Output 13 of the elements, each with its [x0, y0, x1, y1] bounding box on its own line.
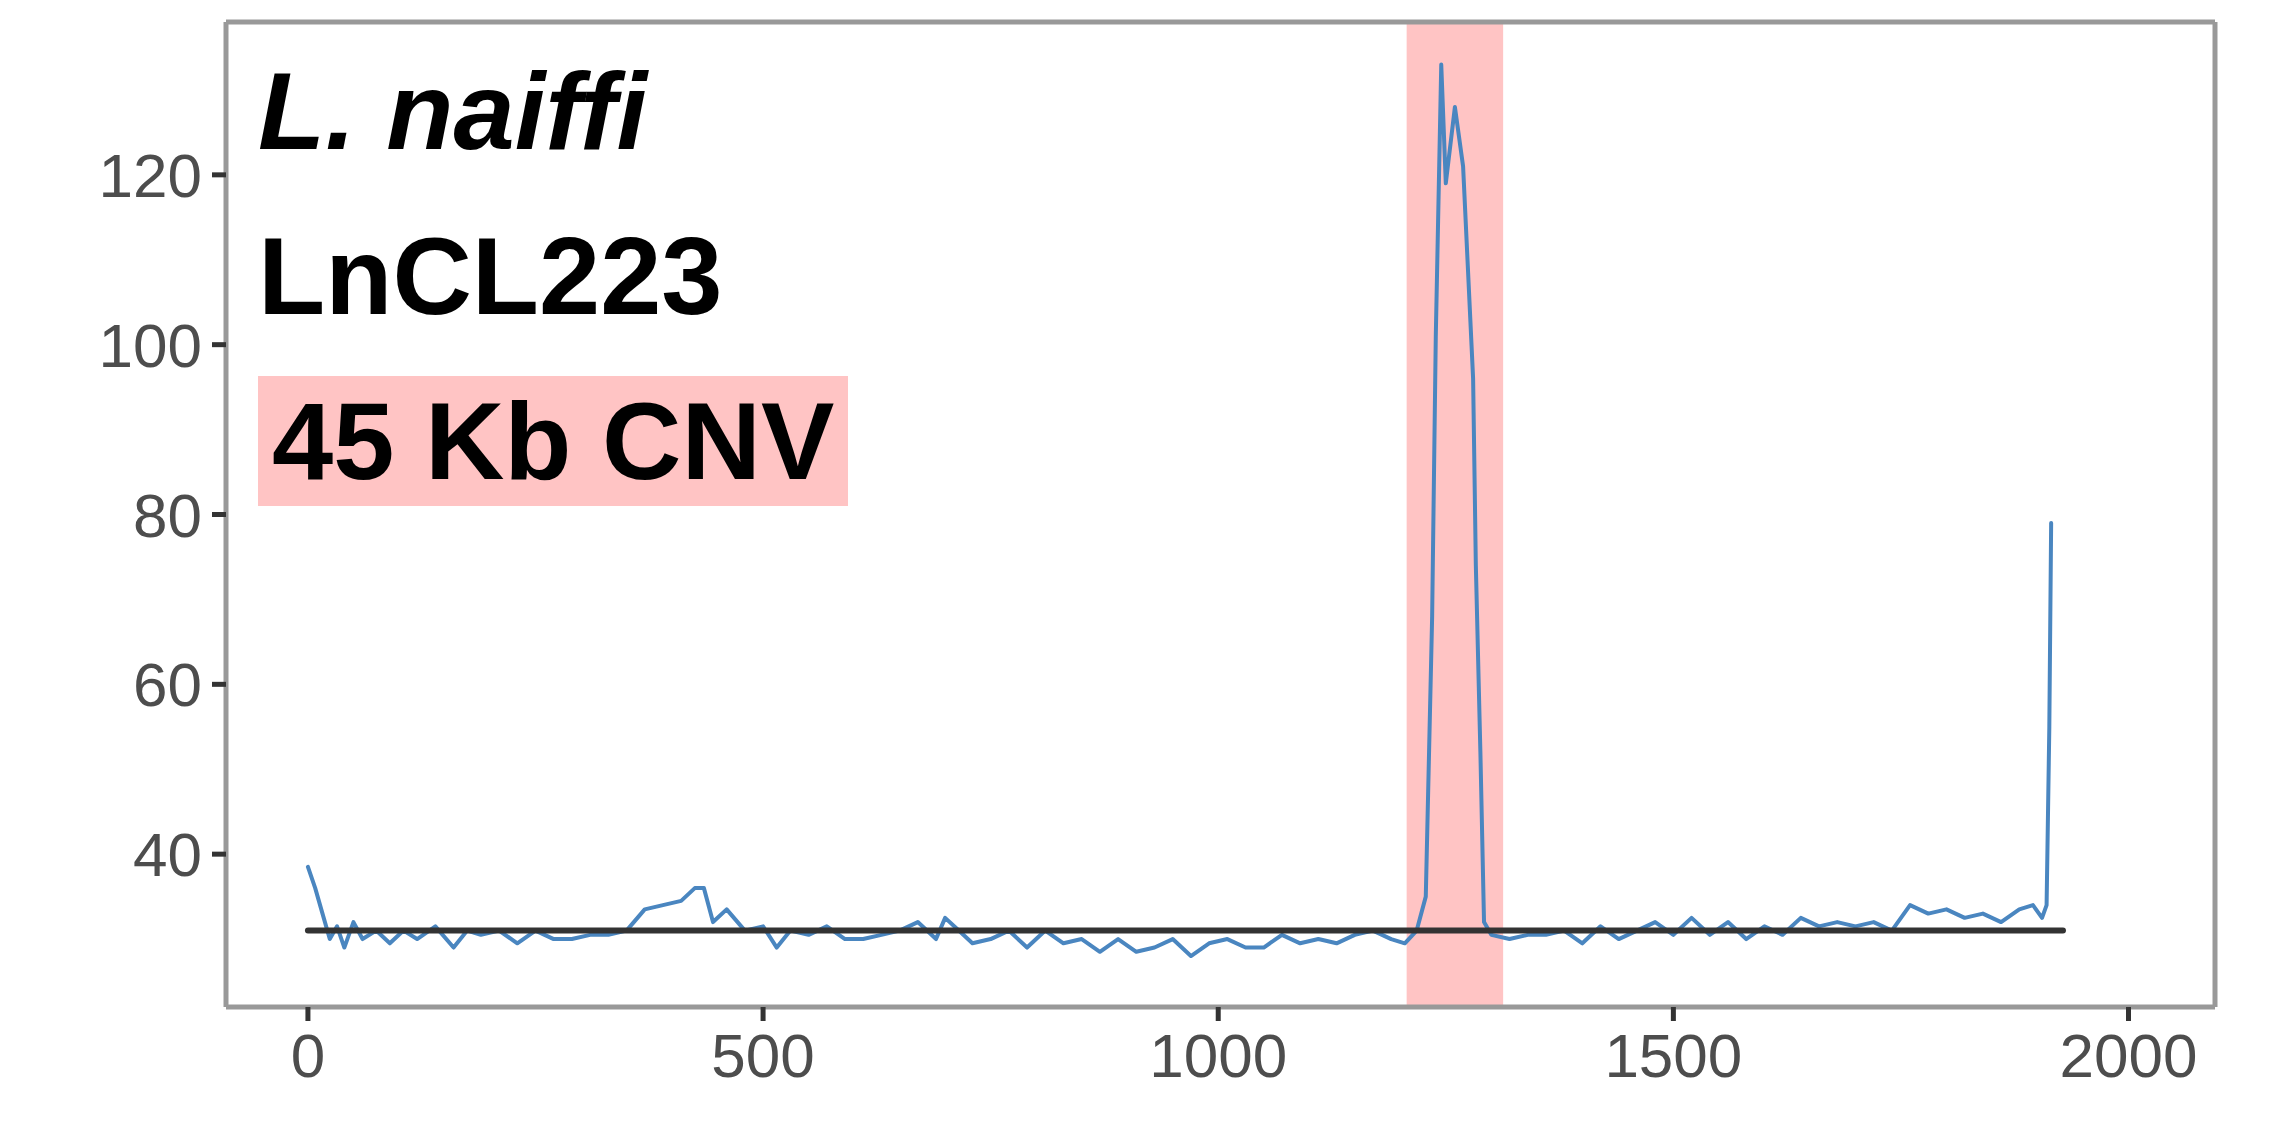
annotation: L. naiffi	[258, 48, 650, 174]
annotation: LnCL223	[258, 213, 724, 339]
y-tick-label: 60	[133, 650, 202, 720]
x-tick-label: 0	[290, 1021, 326, 1091]
x-tick-label: 1500	[1604, 1021, 1743, 1091]
y-tick-label: 40	[133, 820, 202, 890]
x-tick-label: 500	[711, 1021, 815, 1091]
x-tick-label: 2000	[2059, 1021, 2198, 1091]
y-tick-label: 120	[98, 140, 202, 210]
y-tick-label: 80	[133, 480, 202, 550]
annotation: 45 Kb CNV	[258, 376, 849, 506]
y-tick-label: 100	[98, 310, 202, 380]
x-tick-label: 1000	[1149, 1021, 1288, 1091]
